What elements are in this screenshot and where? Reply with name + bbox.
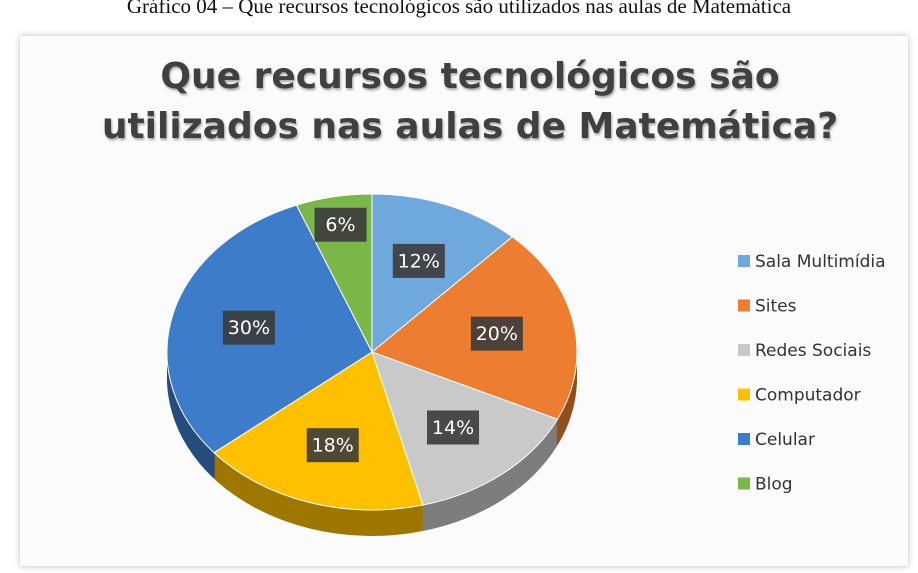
data-label: 6%	[325, 214, 355, 236]
legend-swatch	[738, 344, 750, 356]
legend-swatch	[738, 255, 750, 267]
data-label-box	[314, 207, 367, 242]
data-label-box	[306, 428, 359, 463]
data-label: 20%	[476, 323, 518, 345]
data-label-box	[392, 243, 445, 278]
legend-swatch	[738, 388, 750, 401]
data-label: 18%	[312, 435, 354, 457]
legend-label: Blog	[755, 475, 793, 495]
data-label: 14%	[432, 417, 474, 439]
data-label-box	[222, 310, 275, 345]
legend-label: Redes Sociais	[755, 341, 871, 361]
data-label: 30%	[228, 317, 270, 339]
legend-swatch	[738, 477, 750, 490]
data-label-box	[470, 316, 523, 351]
caption: Gráfico 04 – Que recursos tecnológicos s…	[126, 0, 792, 18]
legend-swatch	[738, 433, 750, 445]
data-label-box	[427, 410, 480, 445]
chart-title: Que recursos tecnológicos são utilizados…	[101, 56, 839, 147]
legend-label: Computador	[755, 386, 861, 406]
legend-swatch	[738, 299, 750, 312]
legend-label: Sites	[755, 297, 797, 317]
legend-label: Celular	[755, 430, 815, 450]
legend-label: Sala Multimídia	[755, 252, 886, 272]
data-label: 12%	[398, 250, 440, 272]
